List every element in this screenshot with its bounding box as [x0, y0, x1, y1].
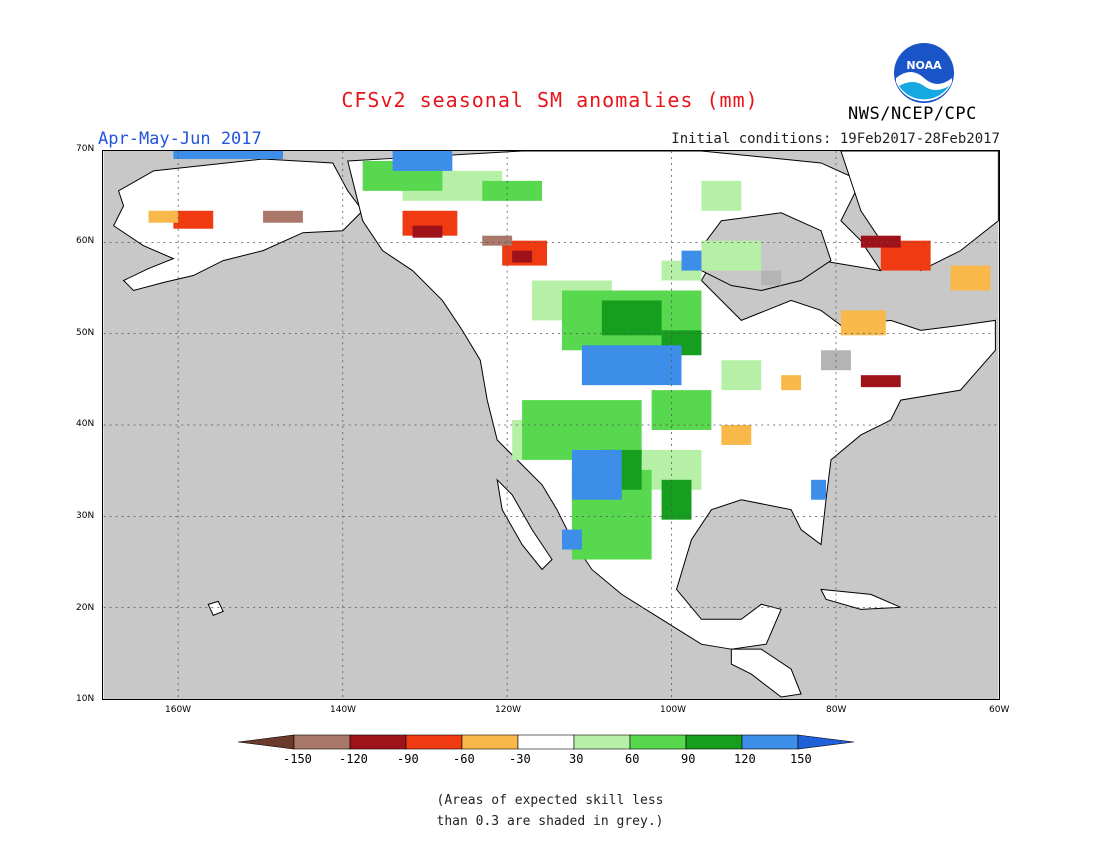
logo-text: NOAA [906, 59, 942, 72]
lon-label-160w: 160W [165, 705, 192, 715]
colorbar-bin [741, 734, 799, 750]
season-label: Apr-May-Jun 2017 [98, 129, 262, 149]
colorbar-bin [349, 734, 407, 750]
colorbar-bin [461, 734, 519, 750]
agency-label: NWS/NCEP/CPC [848, 104, 977, 124]
graticule [103, 151, 999, 699]
colorbar-bin [517, 734, 575, 750]
colorbar-label: -90 [397, 752, 419, 766]
colorbar-label: 90 [681, 752, 696, 766]
lat-label-20n: 20N [76, 603, 95, 613]
colorbar-label: 60 [625, 752, 640, 766]
anomaly-map [102, 150, 1000, 700]
colorbar-label: -60 [453, 752, 475, 766]
lat-label-50n: 50N [76, 328, 95, 338]
lon-label-60w: 60W [989, 705, 1010, 715]
colorbar-bin [685, 734, 743, 750]
colorbar-bin [405, 734, 463, 750]
lat-label-10n: 10N [76, 694, 95, 704]
colorbar [238, 734, 855, 750]
anomaly-patches [148, 151, 991, 560]
colorbar-bin [629, 734, 687, 750]
lat-label-30n: 30N [76, 511, 95, 521]
colorbar-end-high [797, 734, 855, 750]
colorbar-label: 120 [734, 752, 756, 766]
colorbar-label: 150 [790, 752, 812, 766]
colorbar-label: -120 [339, 752, 368, 766]
lat-label-40n: 40N [76, 419, 95, 429]
colorbar-end-low [238, 734, 295, 750]
noaa-logo: NOAA [894, 43, 954, 103]
lon-label-140w: 140W [330, 705, 357, 715]
lon-label-120w: 120W [495, 705, 522, 715]
colorbar-label: 30 [569, 752, 584, 766]
initial-conditions-label: Initial conditions: 19Feb2017-28Feb2017 [671, 131, 1000, 147]
colorbar-label: -150 [283, 752, 312, 766]
lon-label-80w: 80W [826, 705, 847, 715]
lon-label-100w: 100W [660, 705, 687, 715]
lat-label-70n: 70N [76, 144, 95, 154]
skill-note-line: (Areas of expected skill less [436, 793, 664, 808]
colorbar-label: -30 [509, 752, 531, 766]
colorbar-bin [293, 734, 351, 750]
skill-note: (Areas of expected skill less than 0.3 a… [0, 790, 1100, 832]
skill-note-line: than 0.3 are shaded in grey.) [436, 814, 664, 829]
lat-label-60n: 60N [76, 236, 95, 246]
map-title: CFSv2 seasonal SM anomalies (mm) [341, 88, 759, 112]
colorbar-bin [573, 734, 631, 750]
